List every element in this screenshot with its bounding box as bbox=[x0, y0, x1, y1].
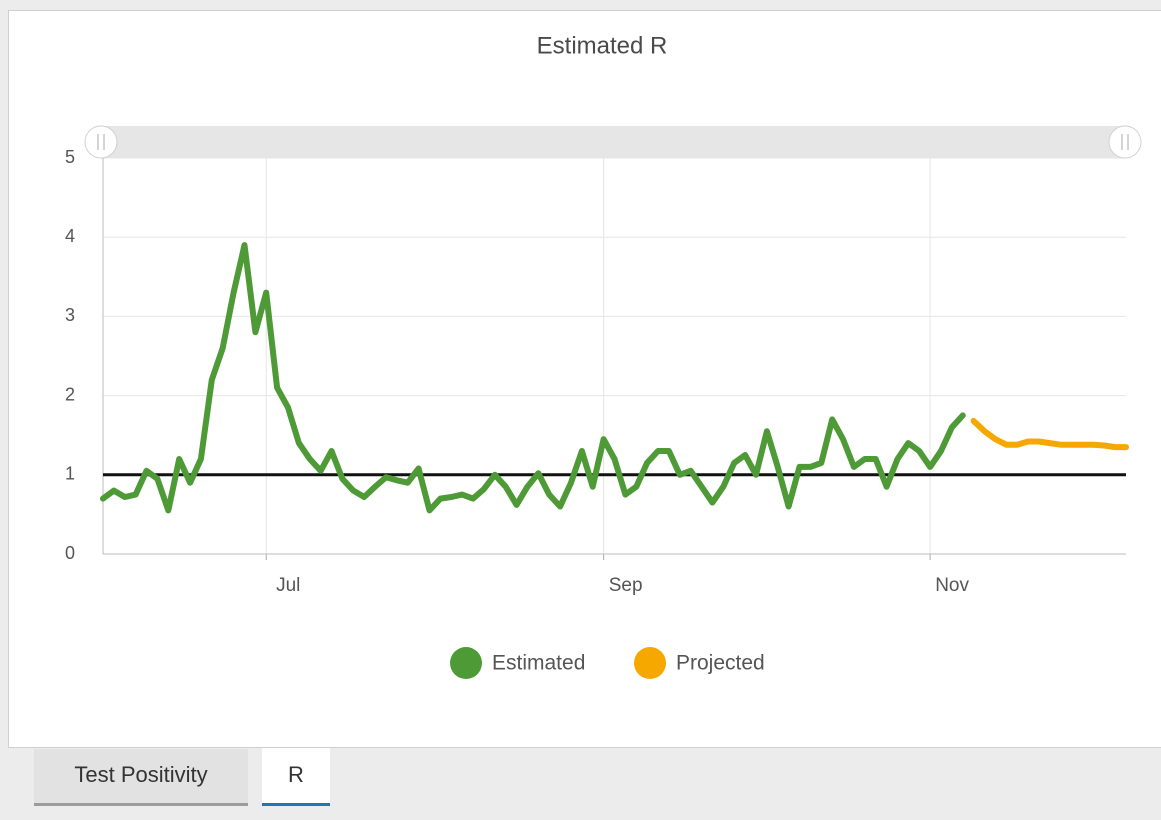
y-tick-label: 4 bbox=[65, 226, 75, 246]
x-tick-label: Nov bbox=[935, 575, 969, 596]
chart-panel bbox=[9, 11, 1161, 748]
tab-label: Test Positivity bbox=[74, 762, 207, 787]
y-tick-label: 3 bbox=[65, 305, 75, 325]
legend-label: Estimated bbox=[492, 652, 585, 675]
range-slider[interactable] bbox=[100, 126, 1126, 158]
slider-handle-left[interactable] bbox=[85, 126, 117, 158]
tab-label: R bbox=[288, 762, 304, 787]
chart-title: Estimated R bbox=[537, 32, 668, 59]
tab[interactable]: Test Positivity bbox=[34, 749, 248, 806]
x-tick-label: Sep bbox=[609, 575, 643, 596]
tab-shadow bbox=[34, 803, 248, 806]
slider-handle-right[interactable] bbox=[1109, 126, 1141, 158]
legend-swatch bbox=[450, 647, 482, 679]
y-tick-label: 1 bbox=[65, 464, 75, 484]
x-tick-label: Jul bbox=[276, 575, 300, 596]
tab-underline bbox=[262, 803, 330, 806]
legend-label: Projected bbox=[676, 652, 765, 675]
tab-active[interactable]: R bbox=[262, 748, 330, 806]
y-tick-label: 0 bbox=[65, 543, 75, 563]
y-tick-label: 2 bbox=[65, 384, 75, 404]
legend-swatch bbox=[634, 647, 666, 679]
y-tick-label: 5 bbox=[65, 147, 75, 167]
